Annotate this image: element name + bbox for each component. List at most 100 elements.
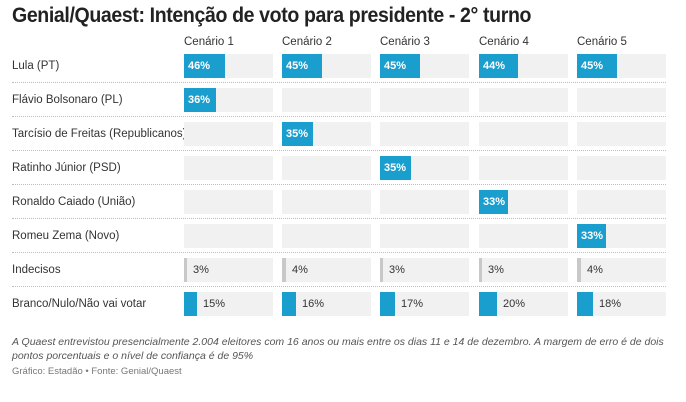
bar-cell [184,156,273,180]
bar-cell [577,122,666,146]
bar [380,54,420,78]
row-label: Ratinho Júnior (PSD) [12,162,121,174]
row-divider [12,218,666,219]
row-label: Branco/Nulo/Não vai votar [12,298,147,310]
data-label: 17% [401,298,424,310]
bar-cell [184,224,273,248]
row-divider [12,252,666,253]
bar-cell [479,122,568,146]
bar [479,292,497,316]
row-label: Lula (PT) [12,60,60,72]
bar-cell [282,224,371,248]
bar [184,292,197,316]
bar [282,292,296,316]
bar [577,258,581,282]
row-divider [12,184,666,185]
bar-cell: 33% [479,190,568,214]
row-label: Tarcísio de Freitas (Republicanos) [12,128,187,140]
data-label: 45% [286,60,309,72]
bar-cell [184,122,273,146]
bar-cell: 4% [577,258,666,282]
row-label: Ronaldo Caiado (União) [12,196,136,208]
bar-cell [380,190,469,214]
bar-cell: 35% [282,122,371,146]
bar [282,258,286,282]
column-header: Cenário 2 [282,36,332,48]
column-header: Cenário 5 [577,36,627,48]
bar [380,292,395,316]
column-header: Cenário 1 [184,36,234,48]
bar-cell [479,156,568,180]
bar-cell: 4% [282,258,371,282]
data-label: 4% [587,264,603,276]
bar-cell: 46% [184,54,273,78]
bar-cell [577,156,666,180]
bar-cell [282,190,371,214]
bar-cell [577,190,666,214]
data-label: 15% [203,298,226,310]
bar-cell [184,190,273,214]
bar-cell [380,224,469,248]
data-label: 16% [302,298,325,310]
data-label: 33% [581,230,604,242]
data-label: 45% [384,60,407,72]
data-label: 35% [384,162,407,174]
row-divider [12,82,666,83]
row-label: Flávio Bolsonaro (PL) [12,94,123,106]
bar [479,54,518,78]
row-divider [12,116,666,117]
bar-cell: 20% [479,292,568,316]
bar-cell: 45% [380,54,469,78]
data-label: 18% [599,298,622,310]
bar-cell: 3% [479,258,568,282]
bar-cell [577,88,666,112]
bar [184,258,187,282]
chart-title: Genial/Quaest: Intenção de voto para pre… [12,4,532,27]
bar-cell: 3% [380,258,469,282]
column-header: Cenário 3 [380,36,430,48]
bar-cell: 45% [577,54,666,78]
methodology-note: A Quaest entrevistou presencialmente 2.0… [12,336,664,362]
bar-cell: 33% [577,224,666,248]
bar-cell: 45% [282,54,371,78]
bar-cell: 15% [184,292,273,316]
data-label: 46% [188,60,211,72]
bar-cell [479,88,568,112]
bar-cell: 18% [577,292,666,316]
data-label: 4% [292,264,308,276]
data-label: 45% [581,60,604,72]
bar [380,156,411,180]
data-label: 44% [483,60,506,72]
data-label: 20% [503,298,526,310]
data-label: 36% [188,94,211,106]
bar-cell [479,224,568,248]
row-divider [12,150,666,151]
bar-cell: 3% [184,258,273,282]
bar-cell [282,88,371,112]
data-label: 3% [389,264,405,276]
bar-cell: 35% [380,156,469,180]
source-credit: Gráfico: Estadão • Fonte: Genial/Quaest [12,366,182,377]
bar [577,292,593,316]
row-divider [12,286,666,287]
bar [184,54,225,78]
bar-cell: 36% [184,88,273,112]
bar-cell: 17% [380,292,469,316]
bar-cell: 44% [479,54,568,78]
bar [577,224,606,248]
bar-cell: 16% [282,292,371,316]
data-label: 3% [193,264,209,276]
bar [380,258,383,282]
bar [577,54,617,78]
bar-cell [380,88,469,112]
row-label: Romeu Zema (Novo) [12,230,120,242]
bar [479,190,508,214]
row-label: Indecisos [12,264,61,276]
bar [184,88,216,112]
data-label: 33% [483,196,506,208]
bar-cell [282,156,371,180]
data-label: 35% [286,128,309,140]
column-header: Cenário 4 [479,36,529,48]
bar-cell [380,122,469,146]
bar [282,122,313,146]
